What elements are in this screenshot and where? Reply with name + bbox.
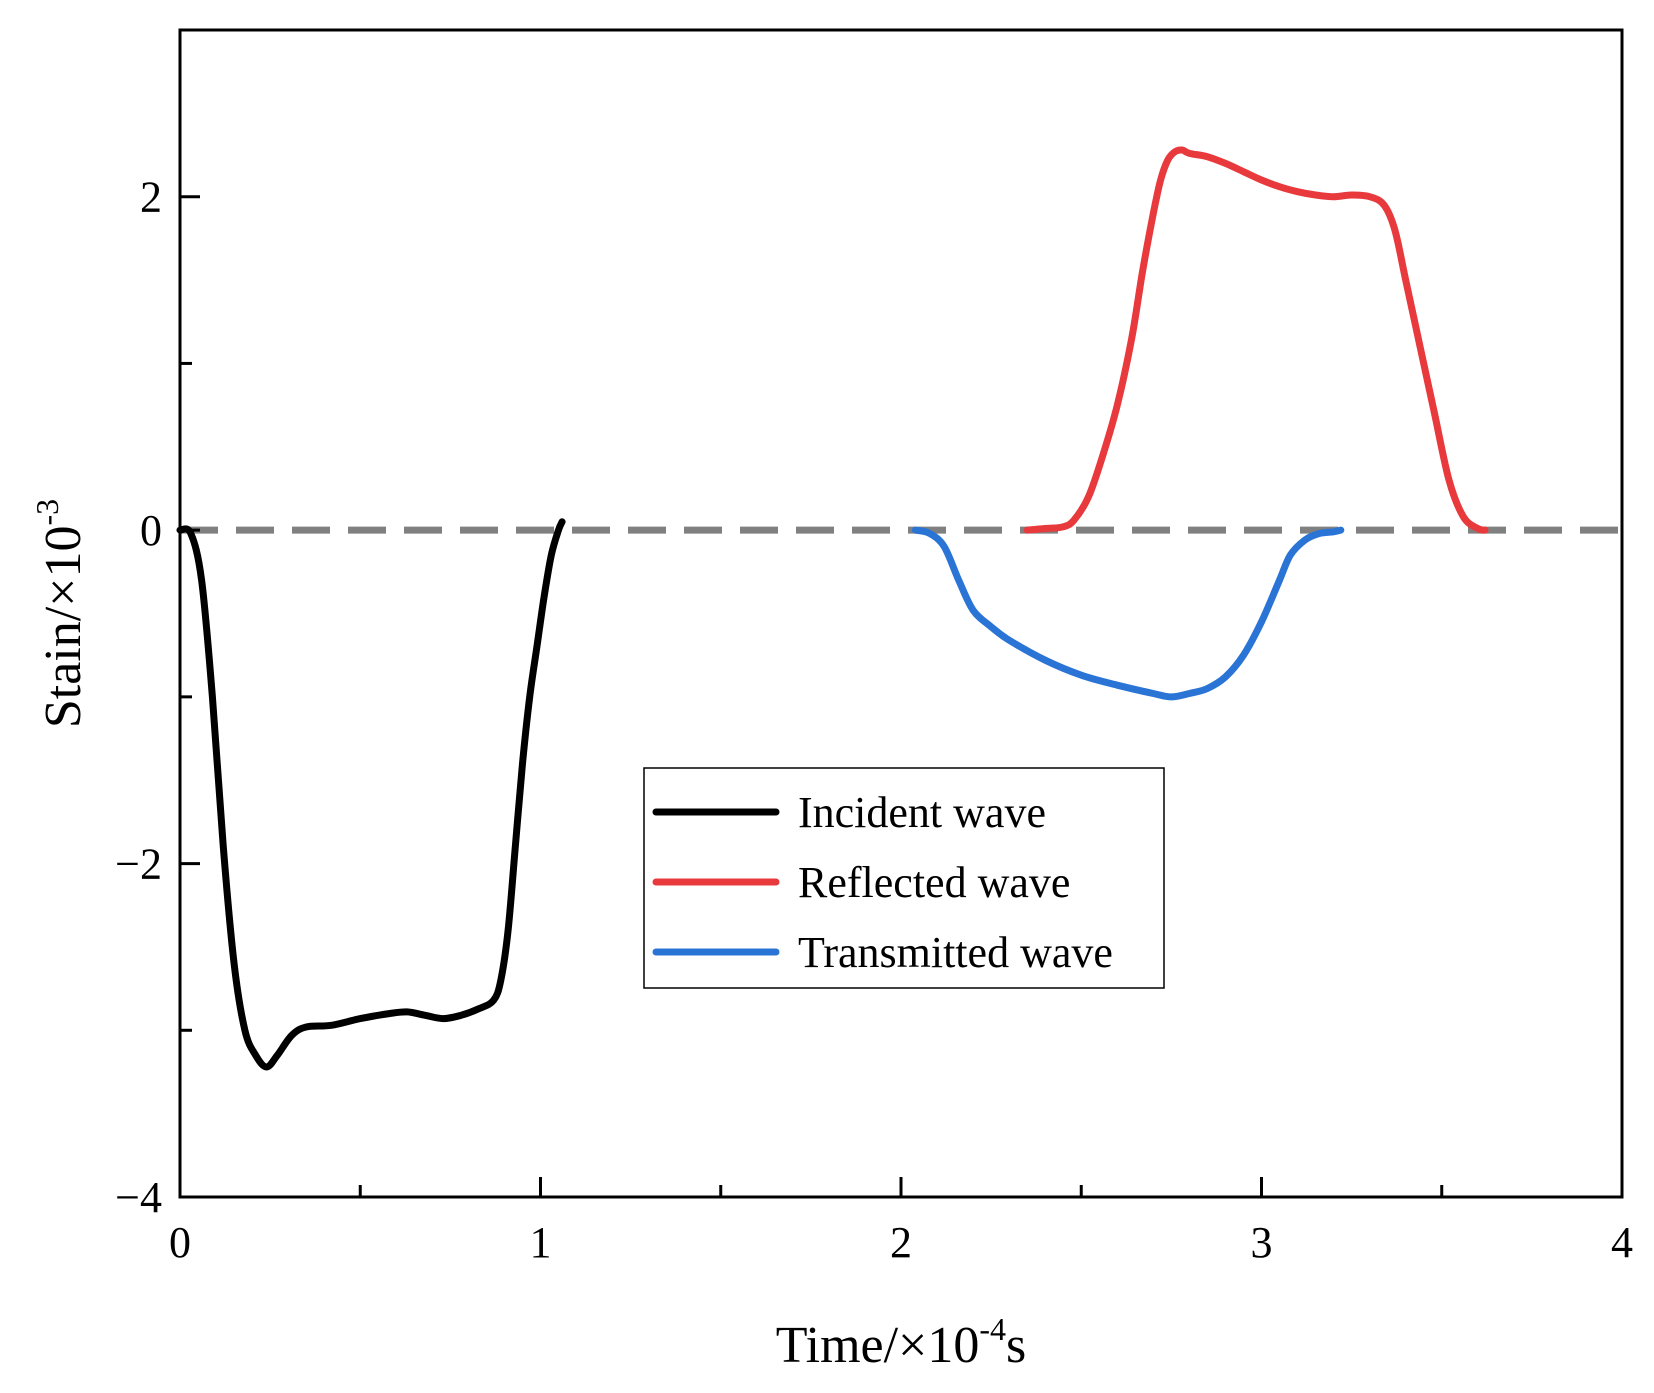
y-tick-label: −2 — [115, 840, 162, 889]
x-axis-title-unit: s — [1006, 1317, 1026, 1374]
reflected-wave-line — [1023, 146, 1489, 534]
legend-label-transmitted-wave: Transmitted wave — [798, 928, 1113, 977]
y-tick-label: 0 — [140, 506, 162, 555]
y-axis-title: Stain/×10-3 — [29, 499, 92, 728]
legend: Incident wave Reflected wave Transmitted w… — [643, 767, 1165, 989]
series-group — [176, 146, 1489, 1071]
ticks-group: 0 1 2 3 4 −4 −2 0 2 — [115, 173, 1633, 1267]
incident-wave-line — [176, 518, 566, 1071]
x-axis-title-sup: -4 — [979, 1311, 1006, 1347]
x-tick-label: 2 — [890, 1218, 912, 1267]
y-tick-label: 2 — [140, 173, 162, 222]
x-tick-label: 3 — [1251, 1218, 1273, 1267]
x-tick-label: 1 — [530, 1218, 552, 1267]
y-tick-label: −4 — [115, 1173, 162, 1222]
y-axis-title-sup: -3 — [29, 499, 65, 526]
x-tick-label: 4 — [1611, 1218, 1633, 1267]
x-axis-title-main: Time/×10 — [776, 1317, 980, 1374]
plot-frame — [178, 28, 1624, 1199]
x-tick-label: 0 — [169, 1218, 191, 1267]
y-axis-title-main: Stain/×10 — [35, 525, 92, 728]
x-axis-title: Time/×10-4s — [776, 1311, 1027, 1374]
legend-label-reflected-wave: Reflected wave — [798, 858, 1070, 907]
transmitted-wave-line — [911, 526, 1345, 701]
legend-label-incident-wave: Incident wave — [798, 788, 1046, 837]
